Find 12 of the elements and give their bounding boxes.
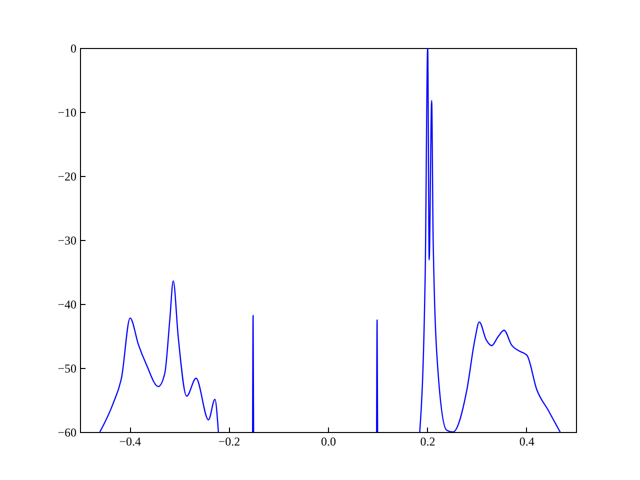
y-tick-label: −20 (58, 170, 76, 184)
y-tick-label: 0 (70, 42, 76, 56)
y-tick-label: −50 (58, 362, 76, 376)
y-tick-label: −60 (58, 426, 76, 440)
x-tick-label: 0.2 (420, 434, 436, 448)
x-tick-label: −0.2 (218, 434, 240, 448)
y-tick-label: −40 (58, 298, 76, 312)
y-tick-label: −30 (58, 234, 76, 248)
y-tick-label: −10 (58, 106, 76, 120)
x-tick-label: 0.4 (519, 434, 534, 448)
x-tick-label: 0.0 (321, 434, 336, 448)
x-tick-label: −0.4 (119, 434, 141, 448)
